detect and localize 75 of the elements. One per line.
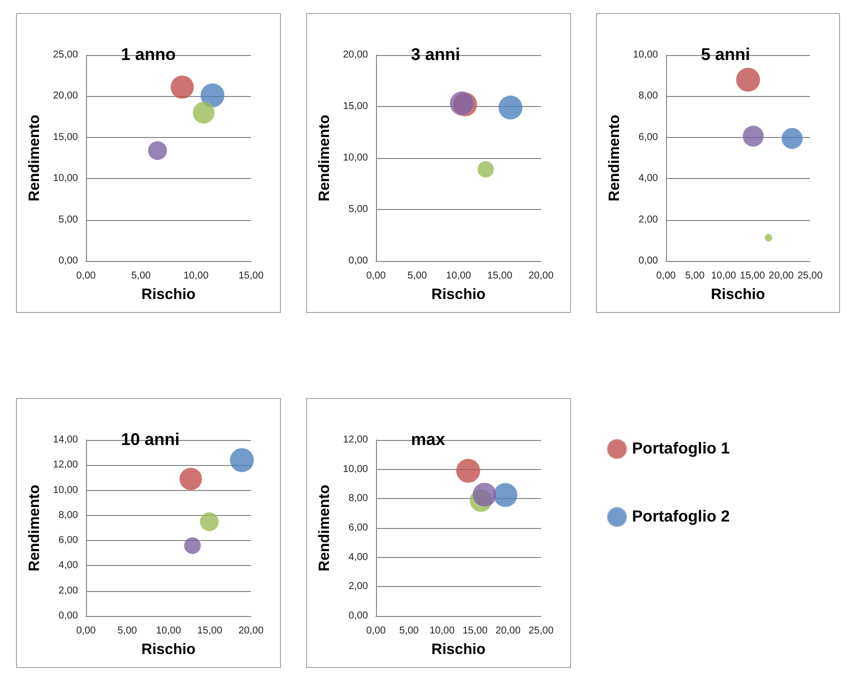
y-tick-label: 10,00 <box>342 152 368 164</box>
chart-title: 10 anni <box>121 430 180 449</box>
y-tick-label: 10,00 <box>52 484 78 496</box>
y-tick-label: 25,00 <box>52 50 78 60</box>
x-tick-label: 10,00 <box>711 270 737 282</box>
x-tick-label: 0,00 <box>76 626 96 636</box>
y-axis-title: Rendimento <box>26 484 43 572</box>
x-tick-label: 0,00 <box>76 270 96 282</box>
x-axis-title: Rischio <box>710 286 766 303</box>
x-tick-label: 10,00 <box>446 270 472 282</box>
y-axis-title: Rendimento <box>606 114 623 202</box>
legend-label: Portafoglio 1 <box>632 440 730 458</box>
x-tick-label: 20,00 <box>495 626 521 636</box>
y-axis-title: Rendimento <box>316 114 333 202</box>
x-tick-label: 20,00 <box>768 270 794 282</box>
y-tick-label: 2,00 <box>58 585 78 596</box>
y-tick-label: 15,00 <box>52 132 78 143</box>
x-tick-label: 5,00 <box>408 270 428 282</box>
x-tick-label: 0,00 <box>366 270 386 282</box>
y-tick-label: 8,00 <box>348 493 368 504</box>
x-tick-label: 5,00 <box>685 270 705 282</box>
y-axis-title: Rendimento <box>316 484 333 572</box>
x-tick-label: 15,00 <box>487 270 513 282</box>
y-tick-label: 12,00 <box>52 460 78 471</box>
y-tick-label: 0,00 <box>348 610 368 622</box>
y-tick-label: 0,00 <box>638 256 658 266</box>
x-tick-label: 25,00 <box>528 626 554 636</box>
y-tick-label: 4,00 <box>348 552 368 563</box>
x-tick-label: 15,00 <box>462 626 488 636</box>
y-tick-label: 6,00 <box>638 132 658 143</box>
x-tick-label: 5,00 <box>118 626 138 636</box>
y-axis-title: Rendimento <box>26 114 43 202</box>
y-tick-label: 6,00 <box>348 522 368 534</box>
x-tick-label: 20,00 <box>238 626 264 636</box>
x-tick-label: 0,00 <box>656 270 676 282</box>
y-tick-label: 15,00 <box>342 101 368 112</box>
x-axis-title: Rischio <box>431 286 486 303</box>
x-tick-label: 15,00 <box>740 270 766 282</box>
chart-title: max <box>411 430 446 449</box>
x-axis-title: Rischio <box>431 641 486 658</box>
y-tick-label: 5,00 <box>348 204 368 215</box>
y-tick-label: 10,00 <box>52 173 78 184</box>
y-tick-label: 4,00 <box>638 173 658 184</box>
y-tick-label: 20,00 <box>52 90 78 102</box>
x-tick-label: 15,00 <box>238 270 264 282</box>
y-tick-label: 2,00 <box>348 581 368 592</box>
y-tick-label: 8,00 <box>58 510 78 521</box>
x-tick-label: 10,00 <box>156 626 182 636</box>
y-tick-label: 0,00 <box>58 610 78 622</box>
x-tick-label: 0,00 <box>366 626 386 636</box>
y-tick-label: 0,00 <box>58 256 78 266</box>
y-tick-label: 14,00 <box>52 434 78 446</box>
y-tick-label: 4,00 <box>58 560 78 572</box>
x-tick-label: 15,00 <box>197 626 223 636</box>
y-tick-label: 12,00 <box>342 434 368 446</box>
y-tick-label: 10,00 <box>342 464 368 475</box>
x-tick-label: 20,00 <box>528 270 554 282</box>
x-axis-title: Rischio <box>141 641 196 658</box>
x-tick-label: 5,00 <box>131 270 152 282</box>
y-tick-label: 2,00 <box>638 214 658 226</box>
y-tick-label: 0,00 <box>348 256 368 266</box>
y-tick-label: 6,00 <box>58 535 78 546</box>
y-tick-label: 20,00 <box>342 50 368 60</box>
x-tick-label: 10,00 <box>183 270 209 282</box>
chart-title: 3 anni <box>411 45 460 64</box>
chart-title: 5 anni <box>701 45 750 64</box>
y-tick-label: 10,00 <box>632 50 658 60</box>
chart-title: 1 anno <box>121 45 176 64</box>
y-tick-label: 5,00 <box>58 214 78 226</box>
x-tick-label: 25,00 <box>797 270 823 282</box>
x-axis-title: Rischio <box>141 286 196 303</box>
x-tick-label: 10,00 <box>429 626 455 636</box>
y-tick-label: 8,00 <box>638 90 658 102</box>
x-tick-label: 5,00 <box>399 626 420 636</box>
legend-label: Portafoglio 2 <box>632 508 730 526</box>
